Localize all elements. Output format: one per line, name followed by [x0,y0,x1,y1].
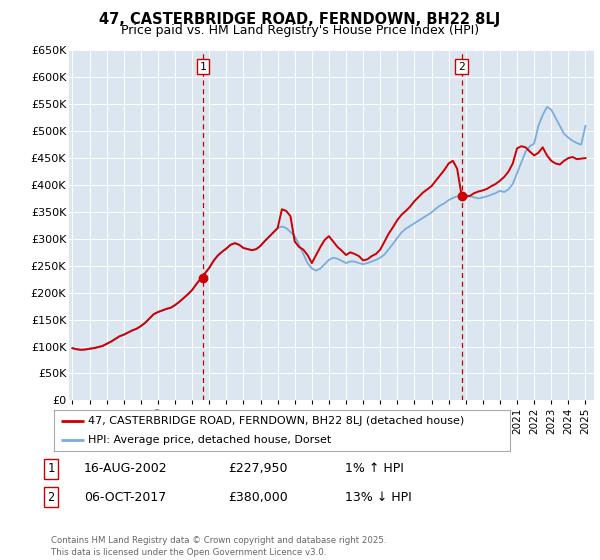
Text: 2: 2 [47,491,55,504]
Text: 1% ↑ HPI: 1% ↑ HPI [345,462,404,475]
Text: Contains HM Land Registry data © Crown copyright and database right 2025.
This d: Contains HM Land Registry data © Crown c… [51,536,386,557]
Text: 13% ↓ HPI: 13% ↓ HPI [345,491,412,504]
Text: 06-OCT-2017: 06-OCT-2017 [84,491,166,504]
Text: 1: 1 [199,62,206,72]
Text: 1: 1 [47,462,55,475]
Text: £227,950: £227,950 [228,462,287,475]
Text: £380,000: £380,000 [228,491,288,504]
Text: HPI: Average price, detached house, Dorset: HPI: Average price, detached house, Dors… [88,435,331,445]
Text: 47, CASTERBRIDGE ROAD, FERNDOWN, BH22 8LJ (detached house): 47, CASTERBRIDGE ROAD, FERNDOWN, BH22 8L… [88,416,464,426]
Text: 16-AUG-2002: 16-AUG-2002 [84,462,167,475]
Text: Price paid vs. HM Land Registry's House Price Index (HPI): Price paid vs. HM Land Registry's House … [121,24,479,36]
Text: 2: 2 [458,62,465,72]
Text: 47, CASTERBRIDGE ROAD, FERNDOWN, BH22 8LJ: 47, CASTERBRIDGE ROAD, FERNDOWN, BH22 8L… [100,12,500,27]
